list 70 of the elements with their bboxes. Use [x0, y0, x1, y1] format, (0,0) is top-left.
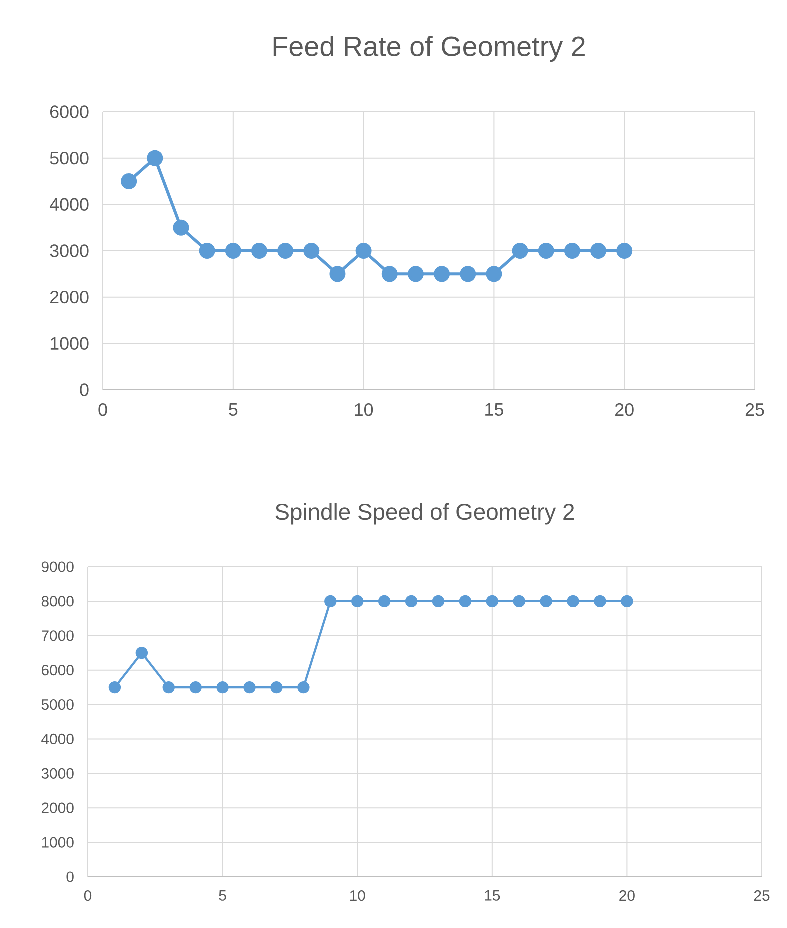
x-tick-label: 5 — [219, 890, 226, 901]
y-tick-label: 9000 — [42, 562, 74, 572]
point — [251, 242, 268, 259]
chart-title: Spindle Speed of Geometry 2 — [276, 503, 574, 525]
point — [434, 266, 450, 282]
y-tick-label: 4000 — [42, 734, 74, 744]
x-tick-label: 10 — [355, 404, 374, 416]
point — [162, 681, 175, 694]
point — [513, 595, 526, 608]
y-tick-label: 2000 — [50, 290, 89, 304]
point — [564, 242, 580, 259]
y-tick-label: 7000 — [42, 630, 74, 642]
point — [270, 681, 283, 694]
x-tick-label: 25 — [754, 890, 770, 902]
point — [408, 266, 424, 282]
y-tick-label: 6000 — [42, 665, 74, 676]
y-tick-label: 5000 — [42, 699, 74, 710]
point — [298, 681, 310, 694]
point — [459, 595, 472, 608]
point — [378, 595, 391, 608]
point — [616, 242, 633, 259]
point — [330, 266, 346, 282]
point — [108, 681, 122, 694]
y-tick-label: 2000 — [42, 802, 74, 814]
y-tick-label: 3000 — [42, 768, 74, 779]
point — [225, 242, 242, 259]
point — [136, 647, 148, 660]
y-tick-label: 1000 — [42, 837, 74, 848]
point — [278, 242, 294, 259]
x-tick-label: 15 — [485, 890, 500, 901]
x-tick-label: 0 — [98, 404, 108, 416]
y-tick-label: 6000 — [50, 106, 89, 118]
point — [244, 681, 256, 694]
chart-title: Feed Rate of Geometry 2 — [274, 36, 585, 62]
x-tick-label: 20 — [616, 404, 634, 416]
point — [147, 150, 164, 166]
y-tick-label: 3000 — [50, 244, 89, 258]
point — [590, 242, 607, 259]
point — [432, 595, 445, 608]
x-tick-label: 20 — [620, 890, 635, 902]
point — [460, 266, 476, 282]
point — [324, 595, 337, 608]
x-tick-label: 5 — [229, 404, 238, 416]
point — [621, 595, 634, 608]
y-tick-label: 1000 — [50, 337, 89, 350]
point — [216, 681, 229, 694]
point — [405, 595, 418, 608]
y-tick-label: 0 — [66, 872, 74, 882]
point — [567, 595, 580, 608]
x-tick-label: 10 — [350, 890, 366, 902]
x-tick-label: 25 — [746, 404, 764, 416]
point — [173, 220, 190, 236]
y-tick-label: 0 — [80, 384, 89, 396]
point — [356, 242, 372, 259]
point — [486, 595, 499, 608]
point — [382, 266, 398, 282]
point — [199, 242, 216, 259]
point — [594, 595, 606, 608]
point — [540, 595, 552, 608]
y-tick-label: 8000 — [42, 596, 74, 607]
y-tick-label: 4000 — [50, 198, 89, 212]
x-tick-label: 15 — [486, 404, 504, 416]
point — [190, 681, 202, 694]
point — [352, 595, 364, 608]
point — [538, 242, 554, 259]
point — [486, 266, 502, 282]
y-tick-label: 5000 — [50, 152, 89, 165]
point — [304, 242, 320, 259]
point — [512, 242, 528, 259]
point — [121, 173, 138, 190]
